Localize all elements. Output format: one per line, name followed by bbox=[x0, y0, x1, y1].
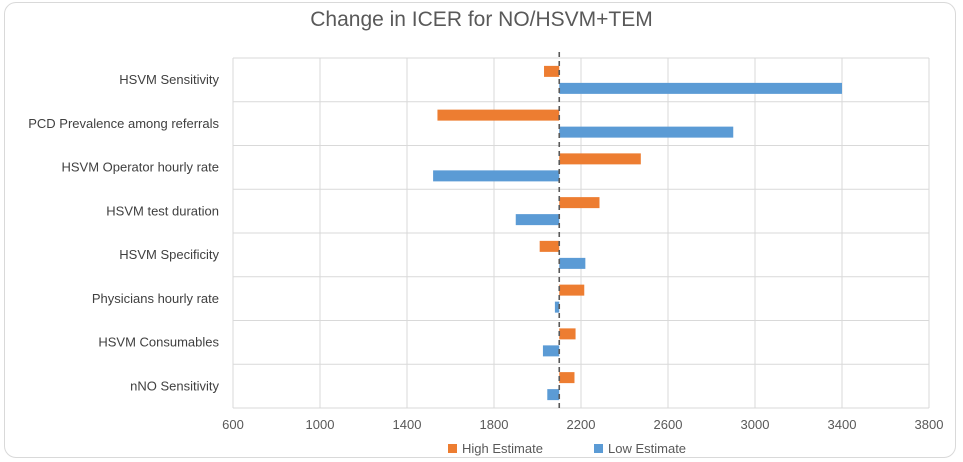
bar-low-estimate bbox=[559, 126, 734, 138]
x-tick-label: 600 bbox=[222, 417, 244, 432]
bar-low-estimate bbox=[542, 345, 560, 357]
bar-high-estimate bbox=[544, 65, 560, 77]
category-labels: HSVM Sensitivity PCD Prevalence among ref… bbox=[28, 72, 219, 393]
bar-high-estimate bbox=[437, 109, 560, 121]
bar-low-estimate bbox=[559, 257, 586, 269]
x-tick-label: 3400 bbox=[828, 417, 857, 432]
category-label: HSVM Consumables bbox=[98, 335, 219, 350]
category-label: PCD Prevalence among referrals bbox=[28, 116, 219, 131]
chart-title: Change in ICER for NO/HSVM+TEM bbox=[310, 8, 653, 31]
x-tick-label: 2200 bbox=[567, 417, 596, 432]
legend-swatch bbox=[448, 444, 457, 453]
bar-low-estimate bbox=[554, 301, 560, 313]
grid-lines bbox=[232, 57, 930, 409]
legend: High Estimate Low Estimate bbox=[448, 441, 686, 456]
category-label: HSVM Specificity bbox=[119, 247, 219, 262]
category-label: nNO Sensitivity bbox=[130, 378, 219, 393]
bar-high-estimate bbox=[559, 284, 585, 296]
legend-label: High Estimate bbox=[462, 441, 543, 456]
x-tick-label: 3000 bbox=[741, 417, 770, 432]
bar-low-estimate bbox=[559, 82, 842, 94]
bars bbox=[433, 65, 842, 401]
category-label: HSVM Sensitivity bbox=[119, 72, 219, 87]
bar-high-estimate bbox=[559, 328, 576, 340]
bar-high-estimate bbox=[539, 240, 560, 252]
x-axis-ticks: 600 1000 1400 1800 2200 2600 3000 3400 3800 bbox=[222, 417, 943, 432]
legend-swatch bbox=[594, 444, 603, 453]
chart-frame bbox=[4, 2, 956, 458]
x-tick-label: 1400 bbox=[393, 417, 422, 432]
legend-label: Low Estimate bbox=[608, 441, 686, 456]
x-tick-label: 3800 bbox=[915, 417, 944, 432]
category-label: HSVM test duration bbox=[106, 203, 219, 218]
bar-low-estimate bbox=[515, 214, 560, 226]
bar-high-estimate bbox=[559, 197, 600, 209]
x-tick-label: 2600 bbox=[654, 417, 683, 432]
bar-low-estimate bbox=[433, 170, 560, 182]
bar-high-estimate bbox=[559, 153, 641, 165]
x-tick-label: 1800 bbox=[480, 417, 509, 432]
category-label: HSVM Operator hourly rate bbox=[61, 160, 219, 175]
bar-high-estimate bbox=[559, 372, 575, 384]
bar-low-estimate bbox=[547, 389, 560, 401]
x-tick-label: 1000 bbox=[306, 417, 335, 432]
category-label: Physicians hourly rate bbox=[92, 291, 219, 306]
